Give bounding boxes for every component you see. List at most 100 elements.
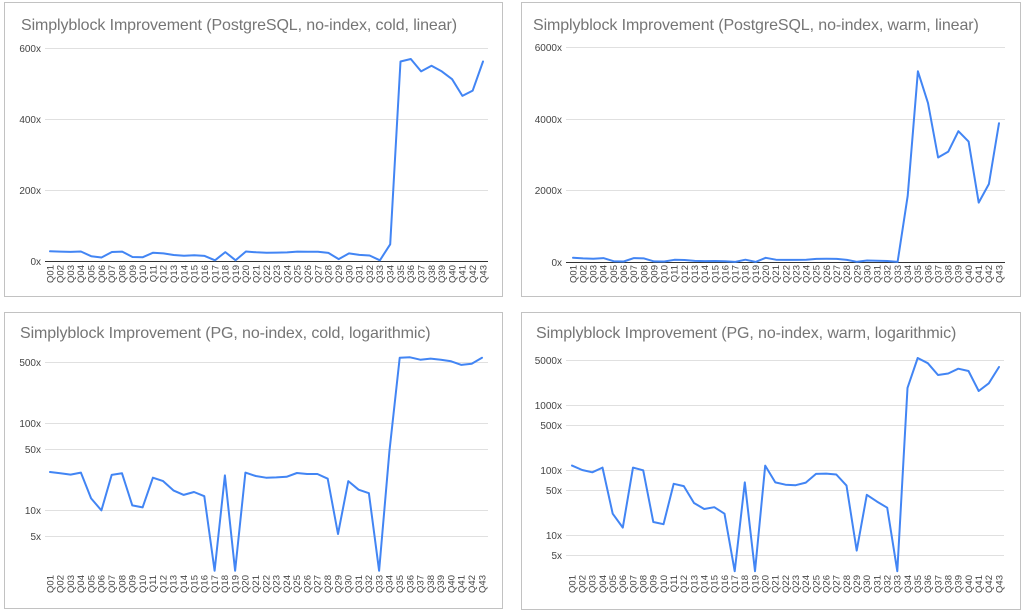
x-tick-label: Q14 <box>699 575 710 593</box>
x-tick-label: Q27 <box>313 265 324 283</box>
x-tick-label: Q38 <box>944 265 955 283</box>
x-tick-label: Q02 <box>577 575 588 593</box>
x-tick-label: Q01 <box>45 575 56 593</box>
chart-panel-warm-linear: Simplyblock Improvement (PostgreSQL, no-… <box>521 2 1021 297</box>
x-tick-label: Q35 <box>395 575 406 593</box>
x-tick-label: Q11 <box>148 265 159 282</box>
x-tick-label: Q06 <box>97 265 108 283</box>
x-tick-label: Q08 <box>117 575 128 593</box>
x-tick-label: Q24 <box>801 575 812 593</box>
x-tick-label: Q21 <box>251 575 262 593</box>
x-tick-label: Q04 <box>76 265 87 283</box>
x-tick-label: Q28 <box>842 265 853 283</box>
x-tick-label: Q07 <box>628 575 639 593</box>
x-tick-label: Q16 <box>200 575 211 593</box>
y-tick-label: 4000x <box>535 115 562 126</box>
x-tick-label: Q17 <box>730 575 741 593</box>
x-tick-label: Q33 <box>375 265 386 283</box>
x-tick-label: Q11 <box>148 575 159 592</box>
x-tick-label: Q02 <box>56 575 67 593</box>
x-tick-label: Q40 <box>447 265 458 283</box>
x-tick-label: Q16 <box>720 265 731 283</box>
x-tick-label: Q41 <box>974 265 985 283</box>
x-tick-label: Q13 <box>169 575 180 593</box>
x-tick-label: Q09 <box>649 575 660 593</box>
y-tick-label: 600x <box>19 44 41 55</box>
chart-title: Simplyblock Improvement (PostgreSQL, no-… <box>21 17 457 34</box>
y-tick-label: 500x <box>540 421 562 432</box>
x-tick-label: Q27 <box>313 575 324 593</box>
x-tick-label: Q34 <box>386 265 397 283</box>
x-tick-label: Q13 <box>169 265 180 283</box>
y-tick-label: 0x <box>30 257 41 268</box>
x-tick-label: Q03 <box>66 575 77 593</box>
x-tick-label: Q06 <box>618 575 629 593</box>
x-tick-label: Q31 <box>872 575 883 593</box>
x-tick-label: Q37 <box>933 265 944 283</box>
x-tick-label: Q13 <box>690 265 701 283</box>
x-tick-label: Q27 <box>832 265 843 283</box>
x-tick-label: Q41 <box>458 265 469 283</box>
x-tick-label: Q13 <box>689 575 700 593</box>
x-tick-label: Q42 <box>984 265 995 283</box>
x-tick-label: Q05 <box>86 575 97 593</box>
y-tick-label: 6000x <box>535 43 562 54</box>
x-tick-label: Q23 <box>791 265 802 283</box>
chart-panel-warm-log: Simplyblock Improvement (PG, no-index, w… <box>521 312 1021 610</box>
data-series-line <box>571 357 1000 573</box>
x-tick-label: Q41 <box>974 575 985 593</box>
x-tick-label: Q04 <box>599 265 610 283</box>
x-tick-label: Q42 <box>984 575 995 593</box>
x-tick-label: Q03 <box>588 575 599 593</box>
x-tick-label: Q19 <box>231 265 242 283</box>
x-tick-label: Q17 <box>210 575 221 593</box>
x-tick-label: Q28 <box>324 265 335 283</box>
x-tick-label: Q33 <box>893 575 904 593</box>
x-tick-label: Q04 <box>598 575 609 593</box>
x-tick-label: Q30 <box>344 265 355 283</box>
x-tick-label: Q19 <box>230 575 241 593</box>
x-tick-label: Q08 <box>638 575 649 593</box>
x-tick-label: Q39 <box>437 265 448 283</box>
x-tick-label: Q32 <box>882 575 893 593</box>
x-tick-label: Q39 <box>954 575 965 593</box>
x-tick-label: Q36 <box>406 265 417 283</box>
x-tick-label: Q32 <box>364 575 375 593</box>
x-tick-label: Q10 <box>138 575 149 593</box>
y-tick-label: 50x <box>546 486 562 497</box>
chart-panel-cold-log: Simplyblock Improvement (PG, no-index, c… <box>4 312 503 609</box>
x-tick-label: Q24 <box>282 265 293 283</box>
x-tick-label: Q34 <box>385 575 396 593</box>
x-tick-label: Q02 <box>56 265 67 283</box>
x-tick-label: Q25 <box>812 265 823 283</box>
x-tick-label: Q37 <box>416 265 427 283</box>
x-tick-label: Q10 <box>660 265 671 283</box>
x-tick-label: Q18 <box>220 575 231 593</box>
y-tick-label: 50x <box>25 445 41 456</box>
x-tick-label: Q30 <box>344 575 355 593</box>
x-tick-label: Q25 <box>293 265 304 283</box>
chart-title: Simplyblock Improvement (PG, no-index, w… <box>536 325 957 342</box>
y-tick-label: 5x <box>30 532 41 543</box>
x-tick-label: Q10 <box>659 575 670 593</box>
y-tick-label: 400x <box>19 115 41 126</box>
data-series-line <box>49 58 484 262</box>
x-tick-label: Q39 <box>954 265 965 283</box>
x-tick-label: Q02 <box>578 265 589 283</box>
x-tick-label: Q35 <box>396 265 407 283</box>
x-tick-label: Q29 <box>852 575 863 593</box>
x-tick-label: Q28 <box>842 575 853 593</box>
x-tick-label: Q37 <box>416 575 427 593</box>
x-tick-label: Q40 <box>964 265 975 283</box>
x-tick-label: Q36 <box>923 575 934 593</box>
x-tick-label: Q05 <box>609 265 620 283</box>
x-tick-label: Q21 <box>771 575 782 593</box>
x-tick-label: Q38 <box>427 265 438 283</box>
x-tick-label: Q43 <box>478 265 489 283</box>
x-tick-label: Q20 <box>241 265 252 283</box>
y-tick-label: 10x <box>546 531 562 542</box>
x-tick-label: Q05 <box>608 575 619 593</box>
x-tick-label: Q41 <box>457 575 468 593</box>
y-tick-label: 500x <box>19 358 41 369</box>
y-tick-label: 200x <box>19 186 41 197</box>
